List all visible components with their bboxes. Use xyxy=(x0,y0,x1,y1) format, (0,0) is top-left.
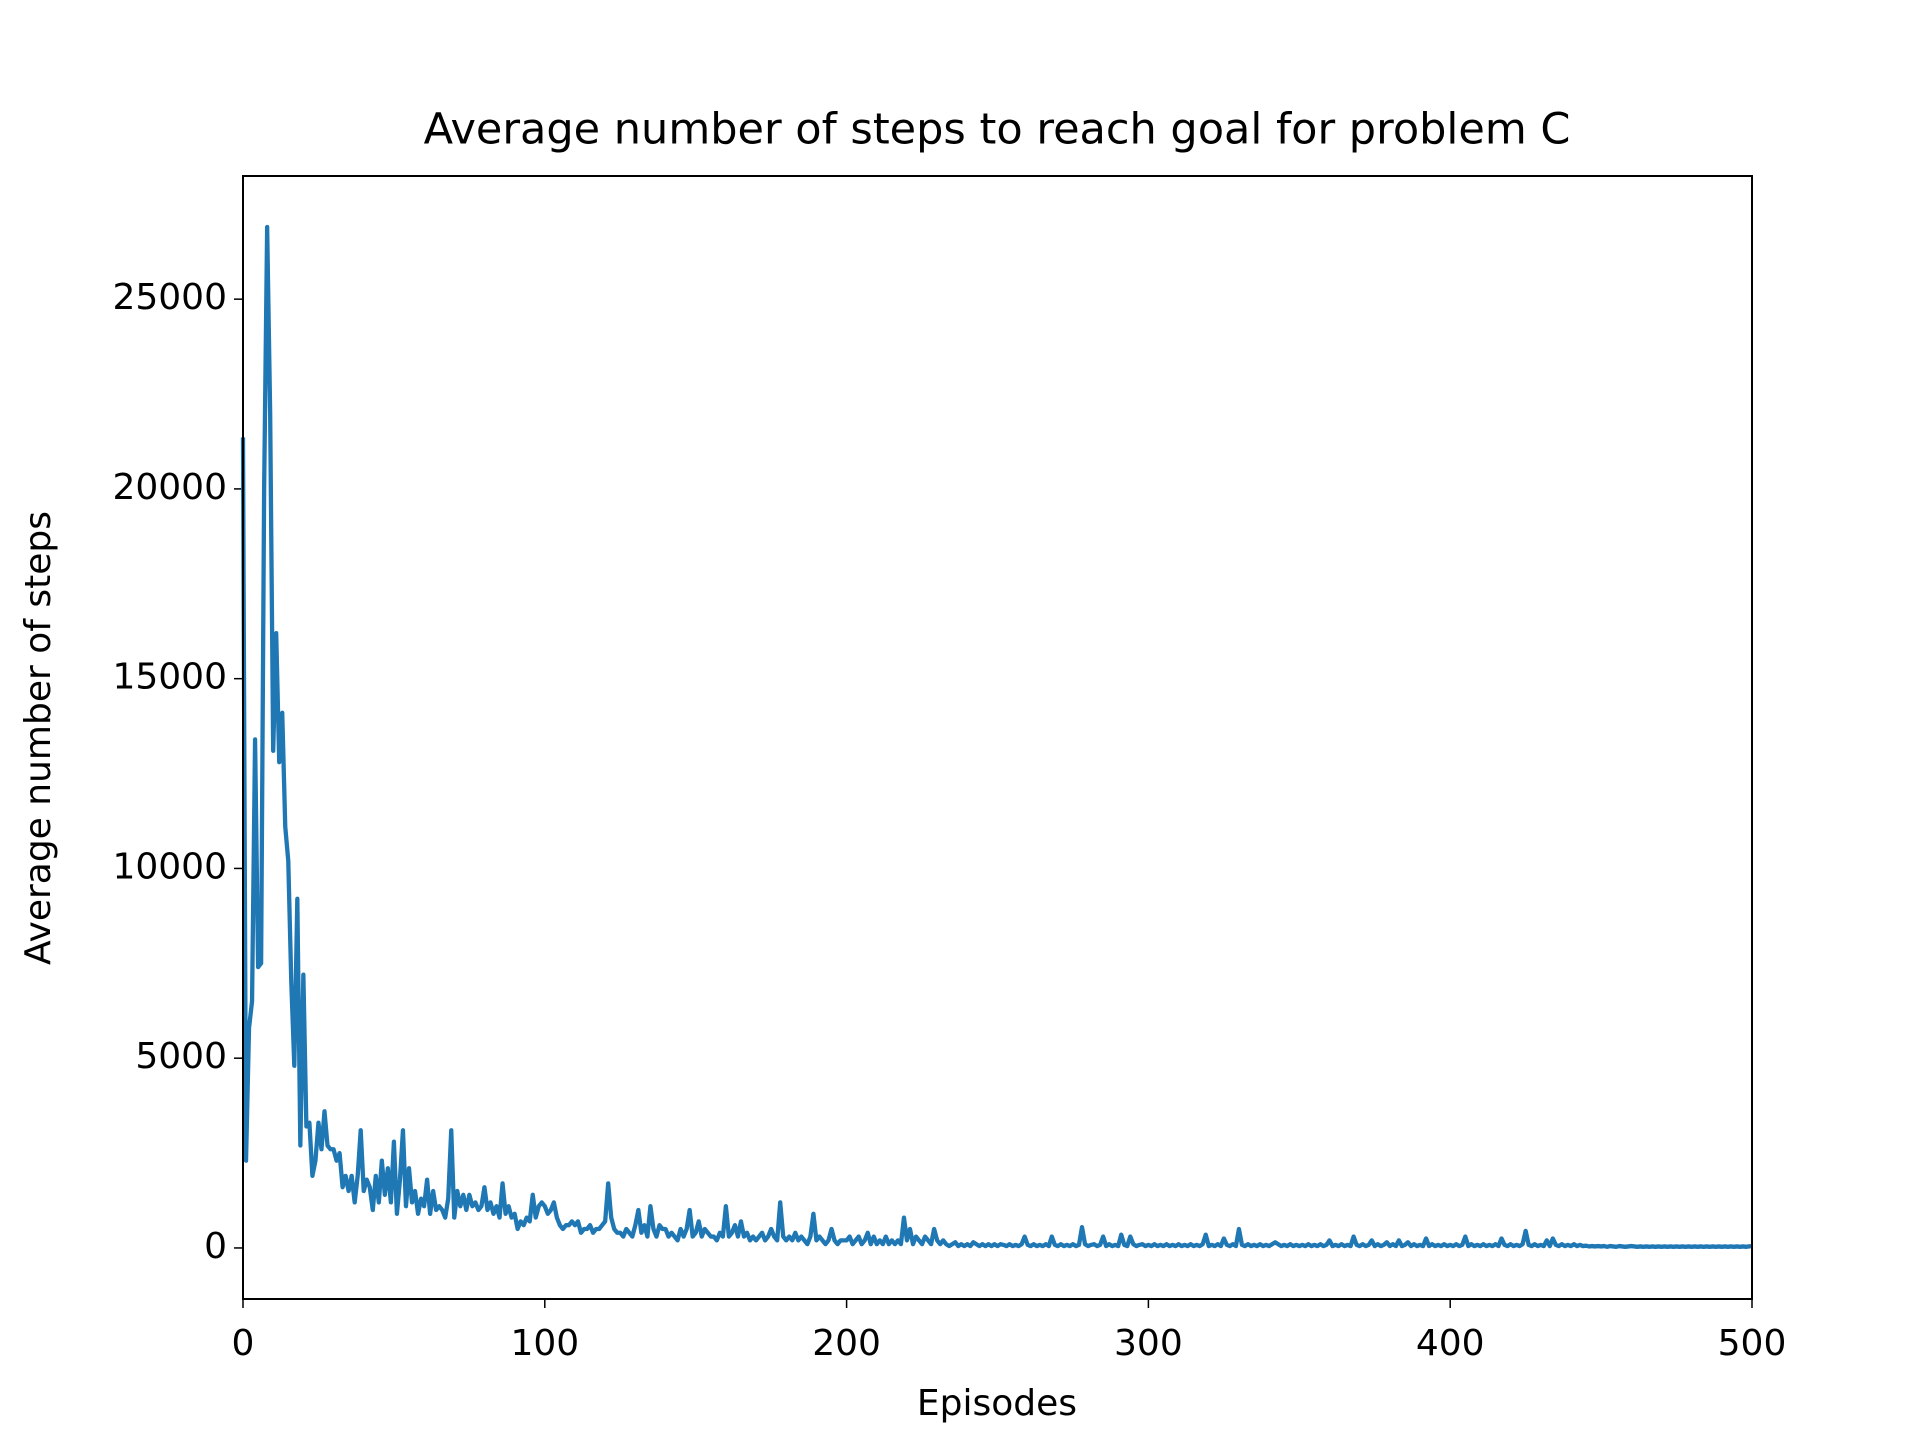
x-tick-label: 200 xyxy=(812,1323,881,1364)
y-tick-label: 5000 xyxy=(135,1036,227,1077)
x-tick-label: 0 xyxy=(232,1323,255,1364)
y-tick-label: 10000 xyxy=(112,846,227,887)
x-tick-label: 300 xyxy=(1114,1323,1183,1364)
x-tick-label: 500 xyxy=(1718,1323,1787,1364)
data-line xyxy=(240,224,1752,1249)
y-tick-label: 0 xyxy=(204,1226,227,1267)
x-tick-label: 400 xyxy=(1416,1323,1485,1364)
plot-frame xyxy=(242,175,1753,1300)
y-tick-label: 15000 xyxy=(112,657,227,698)
x-axis-label: Episodes xyxy=(917,1383,1077,1424)
y-tick-label: 25000 xyxy=(112,277,227,318)
y-tick-label: 20000 xyxy=(112,467,227,508)
x-tick-label: 100 xyxy=(510,1323,579,1364)
y-axis-label: Average number of steps xyxy=(18,511,59,965)
chart-title: Average number of steps to reach goal fo… xyxy=(424,105,1571,155)
